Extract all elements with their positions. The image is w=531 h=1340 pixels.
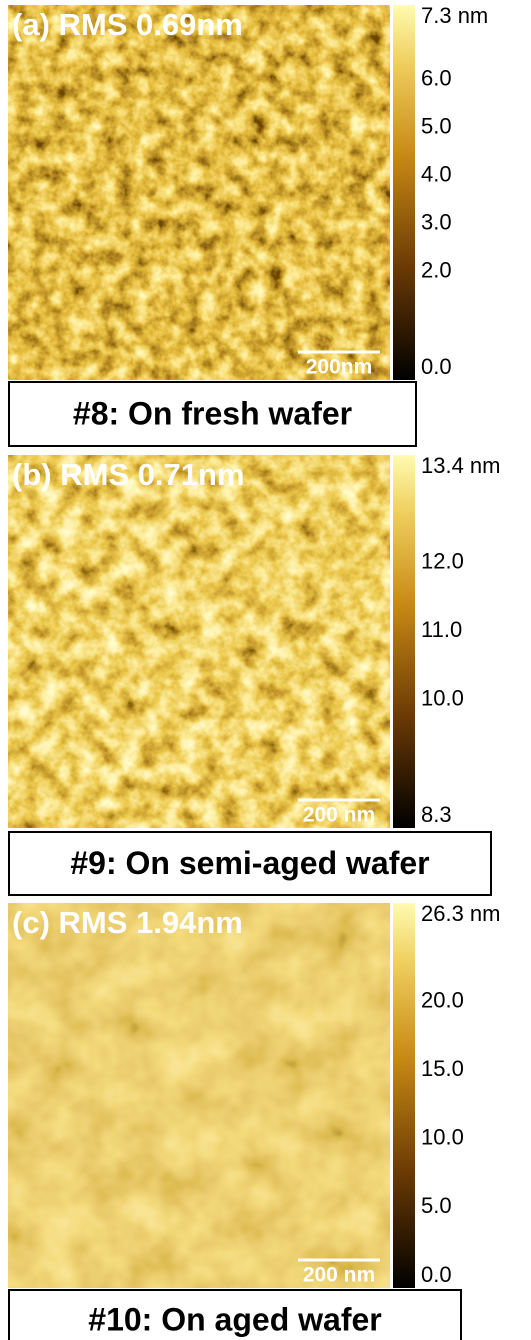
colorbar: [393, 903, 415, 1288]
colorbar-tick-label: 20.0: [421, 987, 464, 1012]
panel-title: (b) RMS 0.71nm: [12, 457, 245, 492]
colorbar-tick-label: 3.0: [421, 210, 452, 235]
colorbar: [393, 455, 415, 828]
colorbar-tick-label: 26.3 nm: [421, 901, 501, 926]
colorbar-tick-label: 11.0: [421, 617, 462, 642]
panel-title: (a) RMS 0.69nm: [12, 7, 243, 42]
colorbar-tick-label: 12.0: [421, 549, 464, 574]
colorbar-tick-label: 4.0: [421, 161, 452, 186]
colorbar-tick-label: 0.0: [421, 354, 452, 379]
colorbar-tick-label: 7.3 nm: [421, 3, 488, 28]
colorbar-tick-label: 10.0: [421, 685, 464, 710]
colorbar-tick-label: 10.0: [421, 1125, 464, 1150]
afm-image: [8, 903, 390, 1288]
colorbar-tick-label: 0.0: [421, 1262, 452, 1287]
scale-bar-label: 200nm: [306, 356, 373, 379]
caption: #8: On fresh wafer: [73, 395, 352, 431]
afm-image: [8, 455, 390, 828]
caption: #10: On aged wafer: [88, 1301, 381, 1337]
colorbar-tick-label: 13.4 nm: [421, 453, 501, 478]
colorbar-tick-label: 5.0: [421, 1193, 452, 1218]
scale-bar-label: 200 nm: [303, 1264, 375, 1287]
figure: (a) RMS 0.69nm 200nm 7.3 nm 6.0 5.0 4.0 3.0 2.0…: [0, 0, 531, 1340]
panel-title: (c) RMS 1.94nm: [12, 905, 243, 940]
colorbar-tick-label: 15.0: [421, 1056, 464, 1081]
colorbar-tick-label: 5.0: [421, 113, 452, 138]
colorbar-tick-label: 6.0: [421, 65, 452, 90]
caption: #9: On semi-aged wafer: [70, 845, 429, 881]
scale-bar-label: 200 nm: [303, 804, 375, 827]
afm-image: [8, 5, 390, 380]
colorbar-tick-label: 2.0: [421, 258, 452, 283]
colorbar-tick-label: 8.3: [421, 802, 452, 827]
colorbar: [393, 5, 415, 380]
